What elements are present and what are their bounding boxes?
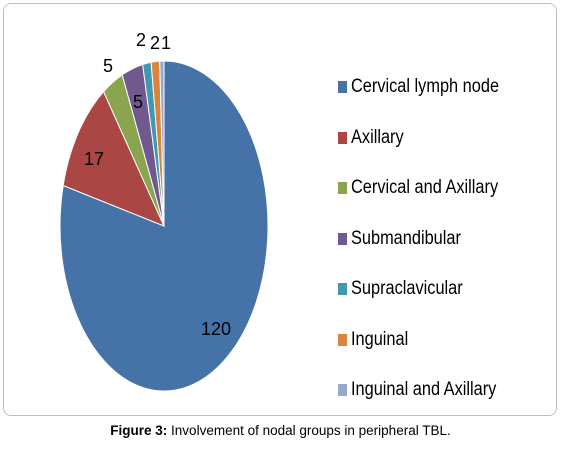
legend-swatch — [338, 283, 347, 296]
legend-label: Axillary — [351, 126, 404, 148]
data-label-supraclavicular: 2 — [136, 30, 146, 50]
legend-swatch — [338, 384, 347, 397]
legend-item-axillary: Axillary — [338, 113, 523, 164]
legend-item-cervical-and-axillary: Cervical and Axillary — [338, 163, 523, 214]
legend-label: Supraclavicular — [351, 278, 463, 300]
data-label-cervical-and-axillary: 5 — [103, 56, 113, 76]
data-label-submandibular: 5 — [133, 92, 143, 112]
pie-slice-inguinal-and-axillary — [159, 60, 165, 227]
legend-swatch — [338, 333, 347, 346]
legend-swatch — [338, 81, 347, 94]
legend-swatch — [338, 232, 347, 245]
pie-chart: 120 17 55 2 2 1 — [59, 30, 269, 392]
legend-label: Cervical lymph node — [351, 76, 500, 98]
pie-data-labels: 120 17 55 2 2 1 — [84, 30, 231, 339]
data-label-axillary: 17 — [84, 149, 104, 169]
legend-item-supraclavicular: Supraclavicular — [338, 264, 523, 315]
legend-swatch — [338, 131, 347, 144]
data-label-cervical-lymph-node: 120 — [201, 319, 231, 339]
legend-swatch — [338, 182, 347, 195]
legend-label: Inguinal — [351, 328, 409, 350]
legend-item-cervical-lymph-node: Cervical lymph node — [338, 62, 523, 113]
data-label-inguinal-and-axillary: 1 — [161, 33, 171, 53]
caption-label: Figure 3: — [110, 423, 168, 438]
legend-item-inguinal: Inguinal — [338, 315, 523, 366]
data-label-inguinal: 2 — [150, 33, 160, 53]
pie-slice-axillary — [62, 90, 165, 227]
legend-label: Inguinal and Axillary — [351, 379, 497, 401]
caption-text: Involvement of nodal groups in periphera… — [167, 423, 451, 438]
legend-label: Submandibular — [351, 227, 461, 249]
pie-slices — [59, 60, 269, 392]
legend-label: Cervical and Axillary — [351, 177, 499, 199]
chart-legend: Cervical lymph node Axillary Cervical and … — [338, 62, 523, 416]
figure-caption: Figure 3: Involvement of nodal groups in… — [0, 423, 561, 438]
pie-slice-cervical-lymph-node — [59, 60, 269, 392]
legend-item-inguinal-and-axillary: Inguinal and Axillary — [338, 365, 523, 416]
legend-item-submandibular: Submandibular — [338, 214, 523, 265]
